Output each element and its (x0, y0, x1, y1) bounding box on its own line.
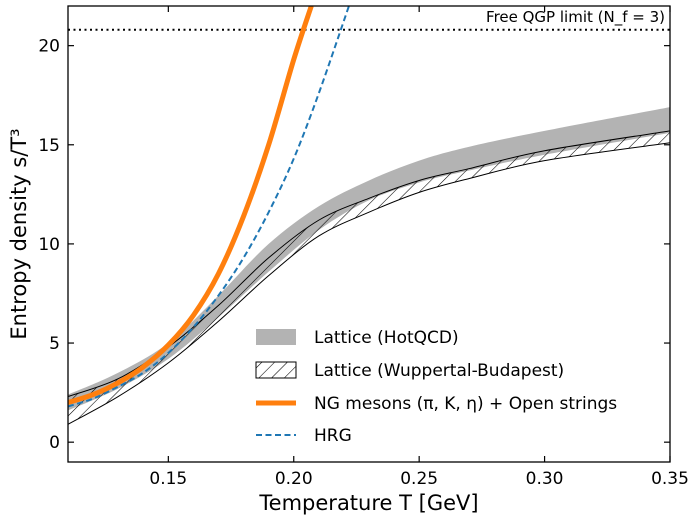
legend-label-hrg: HRG (314, 426, 352, 446)
legend-label-ng-mesons: NG mesons (π, K, η) + Open strings (314, 394, 617, 414)
y-tick-label: 0 (49, 433, 60, 453)
legend-swatch-wuppertal-budapest (255, 361, 297, 379)
x-axis-label: Temperature T [GeV] (258, 491, 478, 515)
legend-label-wuppertal-budapest: Lattice (Wuppertal-Budapest) (314, 361, 564, 381)
x-tick-label: 0.25 (400, 469, 438, 489)
free-qgp-limit-label: Free QGP limit (N_f = 3) (486, 8, 665, 27)
y-axis: 0 5 10 15 20 (38, 37, 670, 453)
y-tick-label: 5 (49, 334, 60, 354)
x-tick-label: 0.15 (149, 469, 187, 489)
legend-swatch-hotqcd (256, 329, 296, 345)
series-2-line (68, 6, 314, 405)
y-tick-label: 15 (38, 136, 60, 156)
y-axis-label: Entropy density s/T³ (7, 128, 31, 339)
plot-frame (67, 5, 671, 463)
series-3-line (68, 6, 350, 408)
x-axis: 0.15 0.20 0.25 0.30 0.35 (149, 6, 689, 489)
legend: Lattice (HotQCD) Lattice (Wuppertal-Buda… (255, 328, 617, 446)
legend-label-hotqcd: Lattice (HotQCD) (314, 328, 459, 348)
y-tick-label: 10 (38, 235, 60, 255)
y-tick-label: 20 (38, 37, 60, 57)
x-tick-label: 0.30 (526, 469, 564, 489)
x-tick-label: 0.20 (275, 469, 313, 489)
x-tick-label: 0.35 (651, 469, 689, 489)
